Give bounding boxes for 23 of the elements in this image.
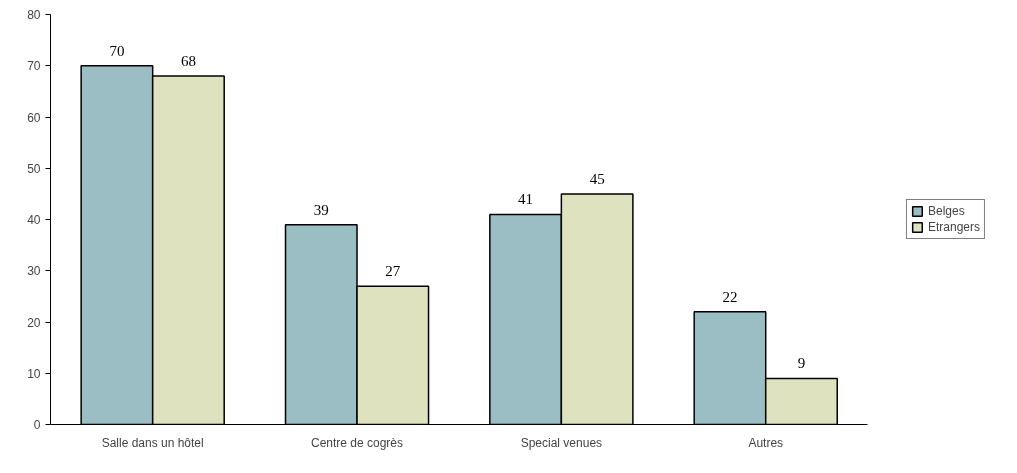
legend-label: Etrangers	[927, 220, 980, 234]
y-tick-label: 60	[27, 110, 41, 125]
x-tick-label: Special venues	[520, 435, 603, 450]
y-tick-label: 80	[27, 8, 41, 22]
x-tick-label: Autres	[748, 435, 784, 450]
data-label: 41	[518, 191, 534, 208]
y-tick-label: 50	[27, 161, 41, 176]
x-tick-label: Centre de cogrès	[311, 435, 404, 450]
x-tick-label: Salle dans un hôtel	[101, 435, 204, 450]
y-tick-label: 70	[27, 59, 41, 74]
data-label: 27	[385, 263, 401, 280]
legend-label: Belges	[927, 204, 965, 218]
y-tick-label: 0	[33, 418, 41, 432]
y-tick-label: 10	[27, 366, 41, 381]
data-label: 45	[589, 170, 605, 187]
data-label: 22	[722, 288, 738, 305]
data-label: 70	[109, 42, 125, 59]
y-tick-label: 30	[27, 264, 41, 279]
data-label: 39	[313, 201, 329, 218]
data-label: 9	[797, 355, 806, 372]
y-tick-label: 40	[27, 213, 41, 227]
data-label: 68	[180, 53, 196, 69]
y-tick-label: 20	[27, 315, 41, 330]
